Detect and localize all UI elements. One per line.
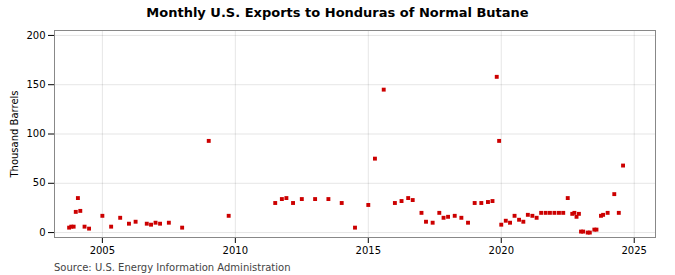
svg-text:0: 0 [39, 227, 45, 238]
svg-text:200: 200 [26, 30, 45, 41]
html-text:Monthly U.S. Exports to Hondur: Monthly U.S. Exports to Honduras of Norm… [146, 5, 529, 20]
svg-text:2005: 2005 [90, 245, 115, 256]
svg-text:2015: 2015 [356, 245, 381, 256]
svg-text:50: 50 [33, 177, 46, 188]
svg-text:2020: 2020 [489, 245, 514, 256]
svg-text:2010: 2010 [223, 245, 248, 256]
html-text:Source: U.S. Energy Informatio: Source: U.S. Energy Information Administ… [54, 262, 291, 273]
svg-text:100: 100 [26, 128, 45, 139]
svg-text:2025: 2025 [621, 245, 646, 256]
svg-text:Thousand Barrels: Thousand Barrels [9, 90, 20, 178]
svg-text:150: 150 [26, 79, 45, 90]
